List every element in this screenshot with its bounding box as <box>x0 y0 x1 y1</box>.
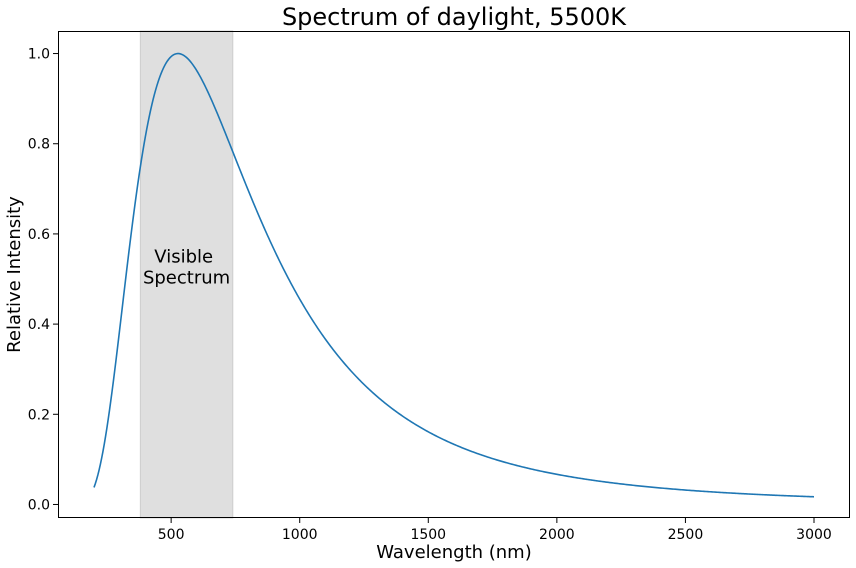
axes-layer: 500 1000 1500 2000 2500 3000 0.0 0.2 0.4 0.6 0.8 1.… <box>28 47 832 543</box>
x-tick-label: 2000 <box>539 527 575 543</box>
annotation-line-1: Visible <box>154 246 213 267</box>
y-tick-label: 0.8 <box>28 137 50 153</box>
x-tick-label: 1000 <box>282 527 318 543</box>
visible-spectrum-annotation: Visible Spectrum <box>143 246 230 288</box>
marks-layer <box>93 30 815 519</box>
y-tick-label: 1.0 <box>28 47 50 63</box>
x-tick-label: 3000 <box>796 527 832 543</box>
x-tick-label: 2500 <box>668 527 704 543</box>
annotation-line-2: Spectrum <box>143 267 230 288</box>
y-tick-label: 0.2 <box>28 407 50 423</box>
y-tick-label: 0.4 <box>28 317 50 333</box>
chart-title: Spectrum of daylight, 5500K <box>282 3 627 31</box>
x-tick-label: 1500 <box>410 527 446 543</box>
x-axis-label: Wavelength (nm) <box>376 542 532 563</box>
y-axis-label: Relative Intensity <box>4 196 25 353</box>
y-tick-label: 0.6 <box>28 227 50 243</box>
spectrum-line <box>93 52 815 498</box>
plot-frame <box>58 31 850 518</box>
y-tick-label: 0.0 <box>28 497 50 513</box>
x-tick-label: 500 <box>158 527 185 543</box>
